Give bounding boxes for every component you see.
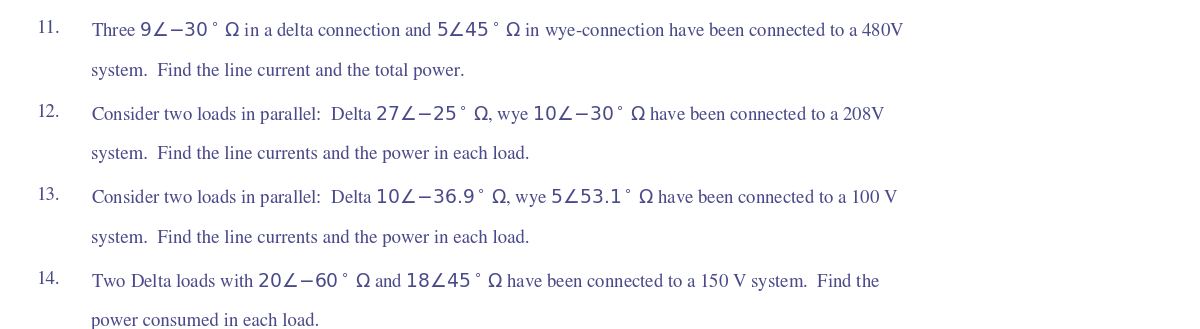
Text: system.  Find the line currents and the power in each load.: system. Find the line currents and the p… bbox=[91, 229, 529, 247]
Text: 11.: 11. bbox=[37, 20, 61, 38]
Text: Consider two loads in parallel:  Delta $10\angle{-36.9^\circ}\,\Omega$, wye $5\a: Consider two loads in parallel: Delta $1… bbox=[91, 187, 899, 209]
Text: Two Delta loads with $20\angle{-60^\circ}\,\Omega$ and $18\angle{45^\circ}\,\Ome: Two Delta loads with $20\angle{-60^\circ… bbox=[91, 271, 881, 293]
Text: 12.: 12. bbox=[37, 104, 61, 121]
Text: 13.: 13. bbox=[37, 187, 61, 204]
Text: Consider two loads in parallel:  Delta $27\angle{-25^\circ}\,\Omega$, wye $10\an: Consider two loads in parallel: Delta $2… bbox=[91, 104, 886, 126]
Text: system.  Find the line currents and the power in each load.: system. Find the line currents and the p… bbox=[91, 145, 529, 163]
Text: system.  Find the line current and the total power.: system. Find the line current and the to… bbox=[91, 62, 464, 80]
Text: 14.: 14. bbox=[37, 271, 61, 288]
Text: Three $9\angle{-30^\circ}\,\Omega$ in a delta connection and $5\angle{45^\circ}\: Three $9\angle{-30^\circ}\,\Omega$ in a … bbox=[91, 20, 905, 42]
Text: power consumed in each load.: power consumed in each load. bbox=[91, 313, 319, 329]
